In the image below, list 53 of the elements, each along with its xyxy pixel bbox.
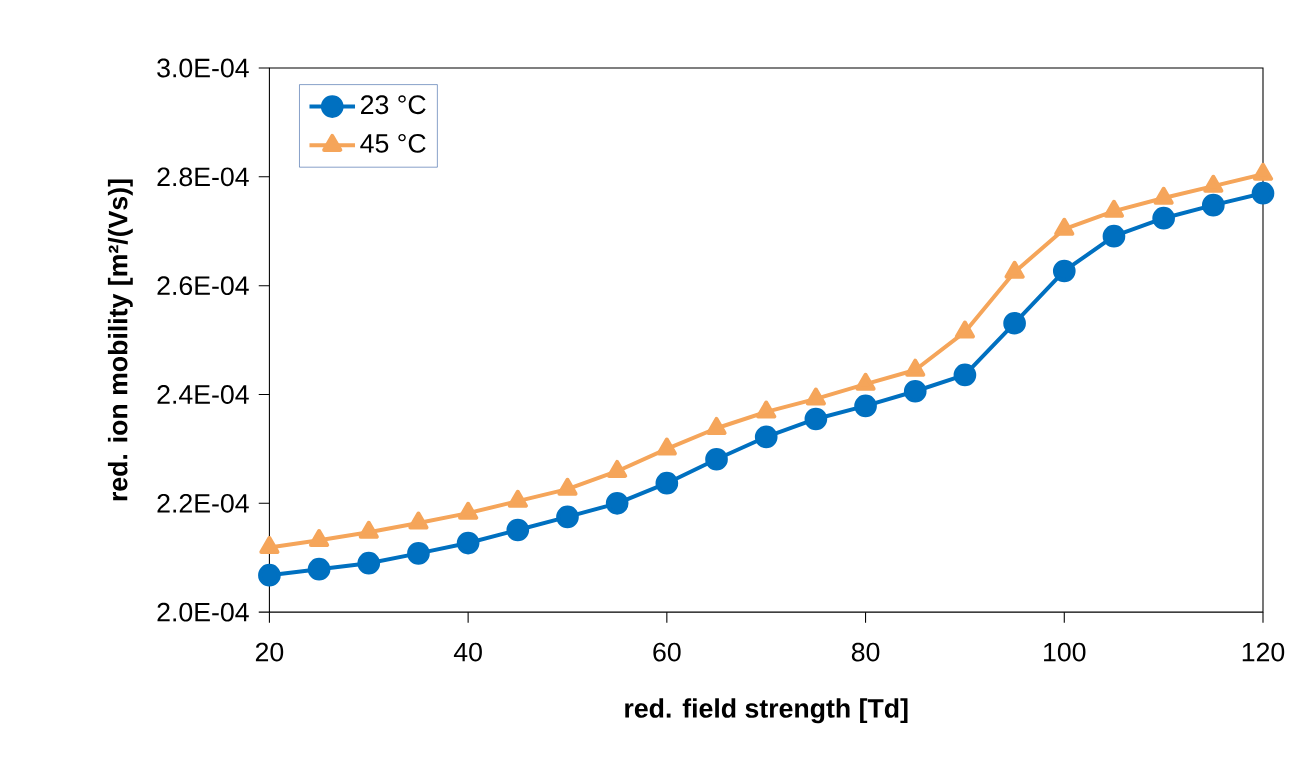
point [855, 372, 876, 391]
y-tick-label: 2.6E-04 [157, 276, 249, 296]
point [506, 518, 530, 542]
point [556, 505, 579, 529]
y-axis-title: red. ion mobility [m²/(Vs)] [107, 179, 133, 501]
point [258, 563, 281, 587]
point [656, 437, 677, 456]
point [1103, 199, 1125, 218]
point [507, 489, 528, 508]
x-tick-label: 60 [653, 642, 681, 662]
point [307, 557, 331, 581]
point [1003, 311, 1026, 335]
point [358, 520, 379, 539]
point [458, 501, 479, 520]
point [754, 425, 778, 449]
y-tick-label: 2.4E-04 [157, 384, 249, 404]
point [954, 320, 975, 339]
y-tick-label: 2.0E-04 [157, 602, 249, 622]
point [357, 551, 381, 575]
point [1252, 162, 1274, 181]
x-tick-label: 40 [453, 642, 482, 662]
legend-label: 23 °C [361, 95, 426, 115]
point [309, 528, 330, 547]
point [854, 394, 877, 418]
point [259, 535, 280, 554]
point [655, 471, 679, 495]
point [706, 416, 727, 435]
point [408, 511, 429, 530]
point [607, 459, 628, 478]
x-tick-label: 80 [851, 642, 880, 662]
x-tick-label: 100 [1044, 642, 1086, 662]
point [756, 400, 777, 419]
point [804, 407, 828, 431]
point [1203, 174, 1224, 193]
point [605, 491, 629, 515]
x-tick-label: 20 [255, 642, 284, 662]
point [903, 379, 927, 403]
x-axis-title: red. field strength [Td] [625, 698, 908, 724]
point [805, 387, 826, 406]
y-tick-label: 3.0E-04 [157, 58, 249, 78]
point [407, 541, 430, 565]
point [705, 447, 728, 471]
legend-label: 45 °C [360, 133, 426, 153]
y-tick-label: 2.8E-04 [157, 167, 249, 187]
point [953, 363, 977, 387]
point [456, 531, 480, 555]
point [1153, 186, 1174, 205]
x-tick-label: 120 [1242, 642, 1285, 662]
point [905, 358, 926, 377]
point [557, 477, 578, 496]
point [1054, 217, 1075, 236]
point [1004, 260, 1025, 279]
y-tick-label: 2.2E-04 [157, 493, 249, 513]
